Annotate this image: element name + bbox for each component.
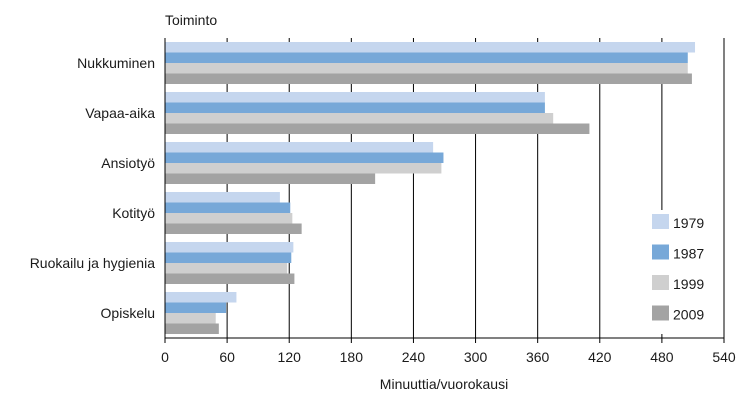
bar-ruokailu-ja-hygienia-1999	[165, 263, 288, 274]
category-label: Kotityö	[112, 205, 155, 221]
bar-nukkuminen-1999	[165, 63, 688, 74]
x-tick-label-0: 0	[161, 349, 169, 365]
x-tick-label-540: 540	[712, 349, 736, 365]
category-label: Opiskelu	[101, 305, 155, 321]
bar-ansiotyö-2009	[165, 173, 376, 184]
x-tick-label-240: 240	[402, 349, 426, 365]
legend-swatch-2009	[652, 305, 669, 321]
legend: 1979 1987 1999 2009	[646, 210, 714, 334]
category-labels: Nukkuminen Vapaa-aika Ansiotyö Kotityö Ruoka…	[30, 55, 156, 321]
bar-ansiotyö-1999	[165, 163, 442, 174]
bar-vapaa-aika-1999	[165, 113, 554, 124]
bar-kotityö-1979	[165, 192, 280, 203]
legend-label-1999: 1999	[673, 276, 704, 292]
bars	[165, 42, 696, 334]
legend-swatch-1979	[652, 214, 669, 229]
legend-swatch-1999	[652, 275, 669, 290]
bar-nukkuminen-1979	[165, 42, 696, 53]
bar-opiskelu-1999	[165, 313, 216, 324]
bar-vapaa-aika-1979	[165, 92, 545, 103]
x-tick-label-360: 360	[526, 349, 550, 365]
legend-label-2009: 2009	[673, 307, 704, 323]
bar-nukkuminen-2009	[165, 73, 692, 84]
axes	[164, 38, 725, 343]
bar-vapaa-aika-2009	[165, 123, 590, 134]
bar-ansiotyö-1979	[165, 142, 434, 153]
bar-kotityö-1999	[165, 213, 293, 224]
x-tick-label-420: 420	[588, 349, 612, 365]
bar-ansiotyö-1987	[165, 152, 444, 163]
x-tick-label-180: 180	[340, 349, 364, 365]
bar-opiskelu-1987	[165, 302, 227, 313]
bar-kotityö-1987	[165, 202, 291, 213]
x-tick-label-120: 120	[278, 349, 302, 365]
bar-ruokailu-ja-hygienia-1987	[165, 252, 292, 263]
legend-label-1979: 1979	[673, 215, 704, 231]
tick-labels: 0 60 120 180 240 300 360 420 480 540	[161, 349, 736, 365]
category-label: Ruokailu ja hygienia	[30, 255, 156, 271]
category-label: Nukkuminen	[77, 55, 155, 71]
x-tick-label-480: 480	[650, 349, 674, 365]
bar-kotityö-2009	[165, 223, 302, 234]
bar-ruokailu-ja-hygienia-1979	[165, 242, 294, 253]
y-axis-title: Toiminto	[165, 12, 217, 28]
legend-label-1987: 1987	[673, 246, 704, 262]
legend-swatch-1987	[652, 244, 669, 260]
category-label: Vapaa-aika	[85, 105, 155, 121]
grid-lines	[226, 38, 725, 338]
x-tick-label-60: 60	[219, 349, 235, 365]
bar-opiskelu-2009	[165, 323, 219, 334]
bar-vapaa-aika-1987	[165, 102, 545, 113]
category-label: Ansiotyö	[101, 155, 155, 171]
bar-opiskelu-1979	[165, 292, 237, 303]
bar-nukkuminen-1987	[165, 52, 688, 63]
x-axis-title: Minuuttia/vuorokausi	[380, 376, 508, 392]
x-tick-label-300: 300	[464, 349, 488, 365]
bar-ruokailu-ja-hygienia-2009	[165, 273, 295, 284]
